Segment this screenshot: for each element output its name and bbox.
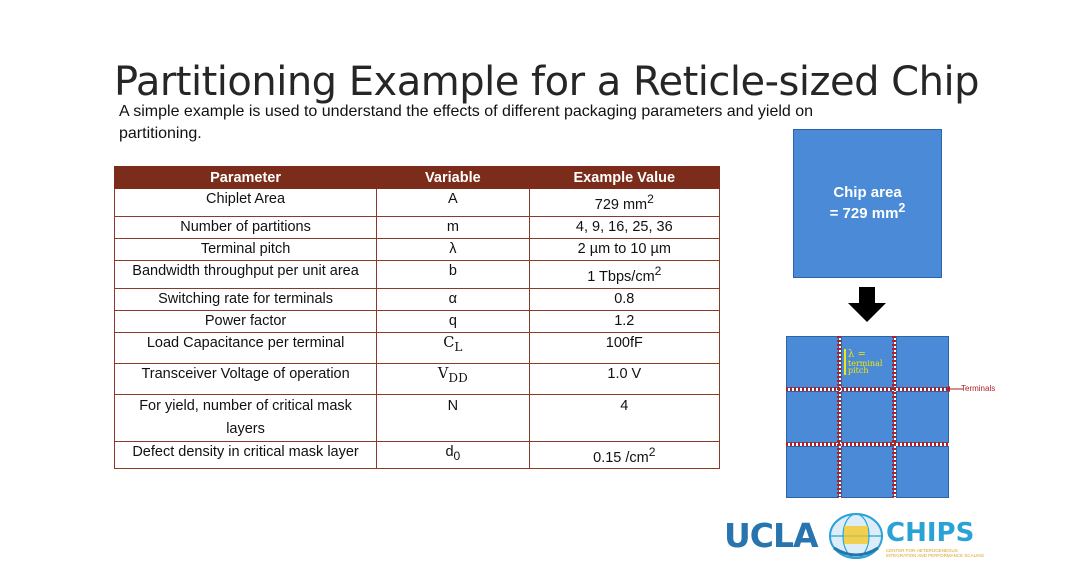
variable-cell: d0 <box>376 440 530 470</box>
table-row: Power factor q 1.2 <box>113 309 721 333</box>
variable-subscript: L <box>454 339 463 354</box>
variable-cell: m <box>376 215 530 239</box>
table-row: Load Capacitance per terminal CL 100fF <box>113 331 721 364</box>
header-variable: Variable <box>376 166 530 189</box>
value-text: 729 mm <box>594 196 648 213</box>
variable-cell: N <box>376 393 530 442</box>
ucla-chips-logo: UCLA CHIPS CENTER FOR HETEROGENEOUS INTE… <box>724 512 984 562</box>
globe-icon <box>829 513 883 559</box>
slide-subtitle: A simple example is used to understand t… <box>119 103 814 142</box>
chip-area-superscript: 2 <box>898 201 906 215</box>
variable-text: C <box>443 334 455 351</box>
parameter-cell: Load Capacitance per terminal <box>113 331 378 364</box>
value-cell: 100fF <box>528 331 721 364</box>
variable-cell: b <box>376 259 530 289</box>
parameter-cell: Transceiver Voltage of operation <box>113 362 378 395</box>
terminals-label: Terminals <box>961 384 996 393</box>
chip-area-value: = 729 mm2 <box>794 201 941 222</box>
lambda-annotation: λ = terminal pitch <box>844 349 883 375</box>
parameter-cell: Chiplet Area <box>113 188 378 217</box>
table-row: Bandwidth throughput per unit area b 1 T… <box>113 259 721 289</box>
slide-title: Partitioning Example for a Reticle-sized… <box>114 59 979 105</box>
chip-area-label: Chip area <box>833 184 902 201</box>
value-cell: 1 Tbps/cm2 <box>528 259 721 289</box>
chip-area-text: = 729 mm <box>829 205 899 222</box>
value-cell: 0.15 /cm2 <box>528 440 721 470</box>
lambda-label-line2: terminal <box>848 359 883 368</box>
parameter-cell: Bandwidth throughput per unit area <box>113 259 378 289</box>
chiplet-tile <box>896 391 949 443</box>
chips-wordmark: CHIPS <box>886 518 975 548</box>
chiplet-tile <box>786 336 839 388</box>
ucla-wordmark: UCLA <box>724 516 819 555</box>
value-text: 0.15 /cm <box>593 449 649 466</box>
table-row: Number of partitions m 4, 9, 16, 25, 36 <box>113 215 721 239</box>
table-row: Switching rate for terminals α 0.8 <box>113 287 721 311</box>
chips-tagline: CENTER FOR HETEROGENEOUS INTEGRATION AND… <box>886 548 985 558</box>
table-row: Terminal pitch λ 2 µm to 10 µm <box>113 237 721 261</box>
chiplet-tile <box>896 446 949 498</box>
variable-cell: α <box>376 287 530 311</box>
table-row: For yield, number of critical mask layer… <box>113 393 721 442</box>
header-example-value: Example Value <box>528 166 721 189</box>
table-row: Defect density in critical mask layer d0… <box>113 440 721 470</box>
parameter-cell: Number of partitions <box>113 215 378 239</box>
variable-cell: A <box>376 188 530 217</box>
lambda-symbol: λ = <box>848 349 866 360</box>
table-row: Chiplet Area A 729 mm2 <box>113 188 721 217</box>
chiplet-tile <box>896 336 949 388</box>
variable-subscript: DD <box>448 370 468 385</box>
table-row: Transceiver Voltage of operation VDD 1.0… <box>113 362 721 395</box>
variable-subscript: 0 <box>453 448 461 463</box>
parameter-cell: Terminal pitch <box>113 237 378 261</box>
variable-cell: q <box>376 309 530 333</box>
value-cell: 2 µm to 10 µm <box>528 237 721 261</box>
value-cell: 0.8 <box>528 287 721 311</box>
variable-cell: VDD <box>376 362 530 395</box>
header-parameter: Parameter <box>113 166 378 189</box>
value-superscript: 2 <box>648 444 656 459</box>
terminal-marks <box>786 336 948 497</box>
partitioned-chiplet-grid <box>786 336 949 498</box>
value-superscript: 2 <box>647 192 654 206</box>
variable-cell: CL <box>376 331 530 364</box>
value-cell: 4, 9, 16, 25, 36 <box>528 215 721 239</box>
variable-cell: λ <box>376 237 530 261</box>
value-cell: 729 mm2 <box>528 188 721 217</box>
down-arrow-icon <box>848 287 886 322</box>
value-cell: 1.2 <box>528 309 721 333</box>
parameter-cell: Switching rate for terminals <box>113 287 378 311</box>
variable-text: d <box>445 443 454 460</box>
value-text: 1 Tbps/cm <box>587 268 655 285</box>
lambda-label-line3: pitch <box>848 366 869 375</box>
value-superscript: 2 <box>654 263 662 278</box>
parameter-table: Parameter Variable Example Value Chiplet… <box>113 166 721 470</box>
chiplet-tile <box>786 391 839 443</box>
chiplet-tile <box>841 446 894 498</box>
parameter-cell: For yield, number of critical mask layer… <box>113 393 378 442</box>
monolithic-chip-diagram: Chip area = 729 mm2 <box>793 129 942 278</box>
lambda-bracket <box>844 349 846 375</box>
value-cell: 4 <box>528 393 721 442</box>
table-header-row: Parameter Variable Example Value <box>113 166 721 189</box>
parameter-cell: Power factor <box>113 309 378 333</box>
variable-text: V <box>437 365 449 382</box>
terminals-arrow-icon <box>945 386 963 392</box>
parameter-cell: Defect density in critical mask layer <box>113 440 378 470</box>
value-cell: 1.0 V <box>528 362 721 395</box>
